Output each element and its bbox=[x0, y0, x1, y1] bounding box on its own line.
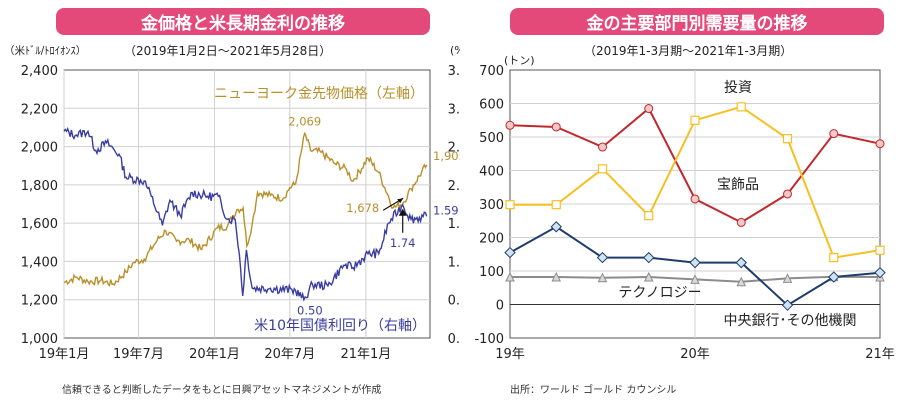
data-point-circle bbox=[598, 142, 607, 152]
data-point-square bbox=[690, 115, 700, 125]
gold-price-line bbox=[63, 131, 428, 287]
data-point-diamond bbox=[504, 246, 516, 259]
data-point-square bbox=[505, 200, 515, 210]
data-point-circle bbox=[644, 104, 654, 114]
data-point-triangle bbox=[736, 276, 747, 287]
y-tick-label: 500 bbox=[479, 131, 504, 146]
y-left-unit: （米ﾄﾞﾙ/ﾄﾛｲｵﾝｽ） bbox=[4, 44, 86, 57]
gold-price-yield-chart: 2,400 2,200 2,000 1,800 1,600 1,400 1,200 1,000… bbox=[4, 44, 460, 362]
x-tick-label: 20年7月 bbox=[264, 347, 315, 362]
y-tick-label: 300 bbox=[479, 198, 504, 213]
data-label: 0.50 bbox=[297, 304, 323, 318]
x-tick-label: 19年 bbox=[495, 347, 525, 362]
data-label: 1,678 bbox=[346, 201, 379, 215]
data-point-triangle bbox=[551, 271, 562, 282]
y-right-tick-label: 2.0 bbox=[448, 179, 460, 194]
data-label: 1.74 bbox=[390, 236, 416, 250]
y-left-tick-label: 2,200 bbox=[21, 102, 58, 117]
left-chart-subtitle: （2019年1月2日～2021年5月28日） bbox=[124, 44, 332, 58]
data-point-circle bbox=[875, 139, 885, 149]
y-unit: (トン) bbox=[504, 54, 535, 67]
y-right-tick-label: 2.5 bbox=[448, 141, 460, 156]
data-point-triangle bbox=[505, 271, 515, 282]
series-label-central-banks: 中央銀行･その他機関 bbox=[724, 313, 857, 329]
y-left-tick-label: 1,400 bbox=[21, 255, 58, 270]
data-point-triangle bbox=[690, 274, 700, 284]
y-left-tick-label: 1,600 bbox=[21, 217, 58, 232]
data-point-circle bbox=[829, 129, 839, 139]
data-point-triangle bbox=[643, 271, 654, 282]
y-tick-label: 100 bbox=[479, 265, 504, 280]
x-tick-label: 21年1月 bbox=[340, 347, 391, 362]
y-right-tick-label: 0.0 bbox=[448, 332, 460, 347]
y-tick-label: 200 bbox=[479, 232, 504, 247]
data-point-circle bbox=[736, 217, 746, 227]
data-point-square bbox=[736, 102, 746, 112]
plot-area bbox=[63, 69, 431, 339]
data-point-diamond bbox=[596, 251, 609, 264]
data-label: 1,905 bbox=[433, 149, 460, 163]
y-left-tick-label: 1,800 bbox=[21, 179, 58, 194]
treasury-yield-line bbox=[63, 126, 428, 302]
data-point-circle bbox=[690, 194, 700, 204]
y-tick-label: 700 bbox=[479, 64, 504, 79]
left-chart-footnote: 信頼できると判断したデータをもとに日興アセットマネジメントが作成 bbox=[62, 385, 382, 396]
data-point-diamond bbox=[643, 251, 655, 264]
data-label: 1.59 bbox=[433, 203, 459, 217]
x-tick-label: 20年 bbox=[680, 347, 710, 362]
y-tick-label: 0 bbox=[496, 299, 504, 314]
y-right-unit: (%) bbox=[450, 44, 460, 57]
data-point-square bbox=[875, 245, 885, 255]
y-left-tick-label: 1,200 bbox=[21, 294, 58, 309]
data-point-circle bbox=[551, 122, 561, 132]
right-chart-footnote: 出所：ワールド ゴールド カウンシル bbox=[510, 385, 677, 396]
data-point-diamond bbox=[781, 299, 794, 311]
x-tick-label: 19年7月 bbox=[113, 347, 164, 362]
y-right-tick-label: 1.0 bbox=[448, 255, 460, 270]
right-chart-title: 金の主要部門別需要量の推移 bbox=[510, 8, 884, 35]
x-tick-label: 19年1月 bbox=[39, 347, 90, 362]
y-right-tick-label: 3.0 bbox=[448, 102, 460, 117]
x-tick-label: 21年 bbox=[865, 347, 895, 362]
data-point-triangle bbox=[597, 272, 608, 283]
right-chart-panel: 金の主要部門別需要量の推移 （2019年1-3月期～2021年1-3月期） 70… bbox=[460, 0, 900, 400]
data-point-diamond bbox=[550, 221, 562, 233]
data-point-square bbox=[829, 253, 839, 263]
gold-series-label: ニューヨーク金先物価格（左軸） bbox=[214, 86, 424, 102]
y-left-tick-label: 2,000 bbox=[21, 141, 58, 156]
right-chart-subtitle: （2019年1-3月期～2021年1-3月期） bbox=[584, 44, 793, 58]
series-label-technology: テクノロジー bbox=[618, 285, 701, 301]
data-point-circle bbox=[505, 120, 515, 130]
annotation-arrowhead bbox=[397, 198, 404, 204]
data-point-diamond bbox=[874, 266, 886, 279]
data-point-diamond bbox=[735, 256, 747, 269]
data-point-triangle bbox=[782, 273, 793, 283]
left-chart-title: 金価格と米長期金利の推移 bbox=[56, 8, 430, 35]
series-label-investment: 投資 bbox=[724, 80, 752, 96]
yield-series-label: 米10年国債利回り（右軸） bbox=[254, 318, 426, 334]
y-tick-label: 400 bbox=[479, 165, 504, 180]
y-tick-label: 600 bbox=[479, 98, 504, 113]
data-point-square bbox=[551, 200, 561, 210]
data-point-square bbox=[597, 164, 608, 174]
data-point-square bbox=[644, 211, 654, 221]
y-right-tick-label: 0.5 bbox=[448, 294, 460, 309]
data-label: 2,069 bbox=[288, 114, 321, 128]
data-point-diamond bbox=[828, 271, 840, 283]
x-tick-label: 20年1月 bbox=[189, 347, 240, 362]
y-left-tick-label: 2,400 bbox=[21, 64, 58, 79]
y-right-tick-label: 1.5 bbox=[448, 217, 460, 232]
data-point-diamond bbox=[689, 256, 701, 269]
left-chart-panel: 金価格と米長期金利の推移 （2019年1月2日～2021年5月28日） 2,40… bbox=[4, 8, 460, 396]
annotation-arrowhead bbox=[398, 208, 407, 216]
series-label-jewelry: 宝飾品 bbox=[717, 177, 759, 193]
y-tick-label: -100 bbox=[474, 332, 504, 347]
y-right-tick-label: 3.5 bbox=[448, 64, 460, 79]
data-point-circle bbox=[783, 189, 792, 199]
y-left-tick-label: 1,000 bbox=[21, 332, 58, 347]
data-point-square bbox=[782, 134, 793, 144]
